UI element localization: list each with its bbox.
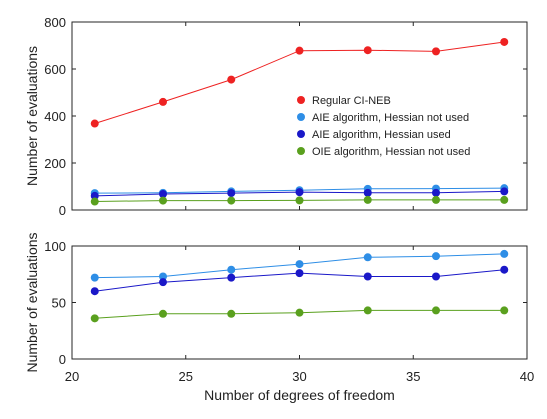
data-point <box>227 309 236 318</box>
data-point <box>90 287 99 296</box>
data-point <box>227 196 236 205</box>
data-point <box>363 188 372 197</box>
data-point <box>363 195 372 204</box>
panel-2-ylabel: Number of evaluations <box>24 232 40 372</box>
data-point <box>227 273 236 282</box>
data-point <box>432 188 440 197</box>
x-tick-label: 30 <box>292 369 306 384</box>
data-point <box>227 265 236 274</box>
x-tick-label: 20 <box>65 369 79 384</box>
data-point <box>500 37 509 46</box>
data-point <box>227 189 236 198</box>
x-tick-label: 25 <box>179 369 193 384</box>
data-point <box>90 119 99 128</box>
data-point <box>363 272 372 281</box>
data-point <box>159 190 167 199</box>
legend-label-4: OIE algorithm, Hessian not used <box>312 146 470 158</box>
y-tick-label: 600 <box>44 62 66 77</box>
data-point <box>159 97 167 106</box>
y-tick-label: 100 <box>44 239 66 254</box>
data-point <box>159 309 167 318</box>
legend-label-3: AIE algorithm, Hessian used <box>312 129 451 141</box>
data-point <box>500 265 509 274</box>
data-point <box>432 252 440 261</box>
y-tick-label: 0 <box>59 352 66 367</box>
x-axis-label: Number of degrees of freedom <box>204 387 395 403</box>
x-tick-label: 35 <box>406 369 420 384</box>
data-point <box>159 272 167 281</box>
data-point <box>500 306 509 315</box>
data-point <box>363 253 372 262</box>
data-point <box>159 278 167 287</box>
data-point <box>500 195 509 204</box>
data-point <box>90 314 99 323</box>
data-point <box>295 260 304 269</box>
legend-marker-1 <box>297 96 305 104</box>
data-point <box>295 188 304 197</box>
data-point <box>159 196 167 205</box>
data-point <box>363 46 372 55</box>
data-point <box>295 269 304 278</box>
y-tick-label: 400 <box>44 109 66 124</box>
legend-label-1: Regular CI-NEB <box>312 95 391 107</box>
legend-marker-2 <box>297 113 305 121</box>
data-point <box>432 47 440 56</box>
legend-marker-3 <box>297 130 305 138</box>
data-point <box>500 249 509 258</box>
data-point <box>90 197 99 206</box>
x-tick-label: 40 <box>520 369 534 384</box>
data-point <box>432 272 440 281</box>
data-point <box>295 46 304 55</box>
data-point <box>295 308 304 317</box>
data-point <box>295 196 304 205</box>
y-tick-label: 200 <box>44 156 66 171</box>
data-point <box>90 273 99 282</box>
data-point <box>500 187 509 196</box>
data-point <box>432 306 440 315</box>
data-point <box>227 75 236 84</box>
data-point <box>363 306 372 315</box>
y-tick-label: 50 <box>52 296 66 311</box>
y-tick-label: 0 <box>59 203 66 218</box>
data-point <box>432 195 440 204</box>
legend-marker-4 <box>297 147 305 155</box>
legend-label-2: AIE algorithm, Hessian not used <box>312 112 469 124</box>
data-point <box>90 191 99 200</box>
panel-1-ylabel: Number of evaluations <box>24 46 40 186</box>
y-tick-label: 800 <box>44 15 66 30</box>
